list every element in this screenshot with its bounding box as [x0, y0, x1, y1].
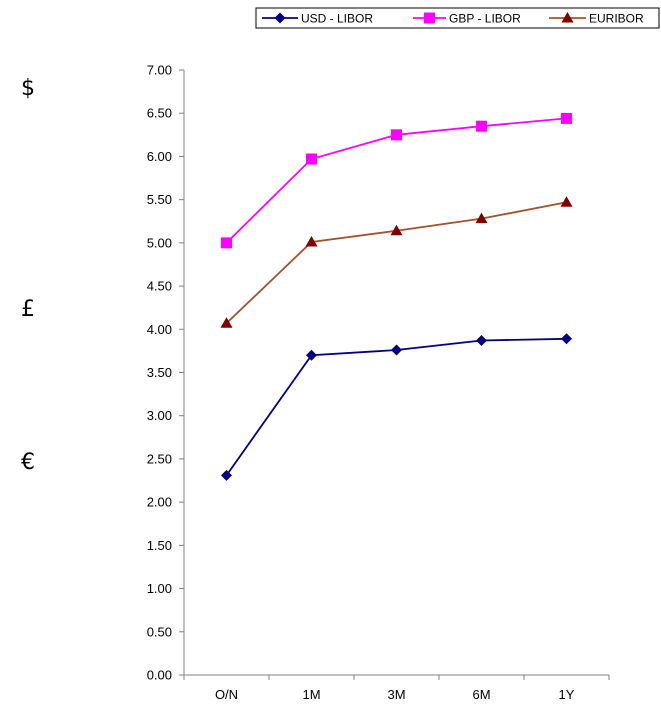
legend: USD - LIBOR GBP - LIBOR EURIBOR [255, 7, 660, 29]
legend-box [255, 7, 660, 29]
series-line [225, 337, 567, 476]
y-tick-label: 6.50 [147, 106, 172, 121]
x-tick-label: 3M [387, 687, 405, 702]
currency-symbol-euro: € [21, 450, 35, 475]
y-tick-label: 3.50 [147, 365, 172, 380]
legend-label: GBP - LIBOR [449, 12, 521, 26]
y-tick-label: 1.50 [147, 538, 172, 553]
series-container [220, 112, 573, 481]
y-tick-label: 6.00 [147, 149, 172, 164]
data-point [305, 235, 318, 247]
series-euribor [220, 196, 573, 328]
currency-symbol-dollar: $ [21, 76, 35, 101]
y-tick-label: 2.00 [147, 495, 172, 510]
y-tick-label: 5.50 [147, 192, 172, 207]
y-tick-label: 0.00 [147, 668, 172, 683]
legend-marker [424, 12, 435, 24]
series-gbp-libor [221, 112, 572, 249]
y-tick-label: 4.50 [147, 279, 172, 294]
data-point [561, 112, 572, 124]
data-point [561, 333, 572, 345]
x-tick-label: O/N [215, 687, 238, 702]
legend-label: USD - LIBOR [301, 12, 373, 26]
axes: 0.00 0.50 1.00 1.50 2.00 2.50 3.00 3.50 4.00 4.50… [147, 63, 610, 702]
data-point [391, 344, 402, 356]
data-point [306, 153, 317, 165]
legend-marker [274, 12, 286, 24]
legend-marker [561, 12, 574, 23]
y-tick-label: 7.00 [147, 63, 172, 78]
data-point [306, 349, 317, 361]
data-point [221, 237, 232, 249]
y-tick-label: 4.00 [147, 322, 172, 337]
data-point [560, 196, 573, 207]
series-usd-libor [221, 333, 572, 481]
currency-annotations: $ £ € [21, 76, 35, 475]
data-point [476, 120, 487, 132]
x-tick-label: 1M [302, 687, 320, 702]
currency-symbol-pound: £ [21, 297, 35, 322]
data-point [221, 469, 232, 481]
x-tick-label: 1Y [559, 687, 575, 702]
legend-label: EURIBOR [589, 12, 644, 26]
data-point [390, 224, 403, 236]
y-tick-label: 3.00 [147, 408, 172, 423]
y-tick-label: 1.00 [147, 581, 172, 596]
y-tick-label: 2.50 [147, 451, 172, 466]
data-point [476, 335, 487, 347]
data-point [391, 129, 402, 141]
data-point [475, 212, 488, 224]
y-tick-label: 0.50 [147, 624, 172, 639]
data-point [220, 317, 233, 328]
series-line [225, 201, 567, 324]
x-tick-label: 6M [472, 687, 490, 702]
y-tick-label: 5.00 [147, 235, 172, 250]
